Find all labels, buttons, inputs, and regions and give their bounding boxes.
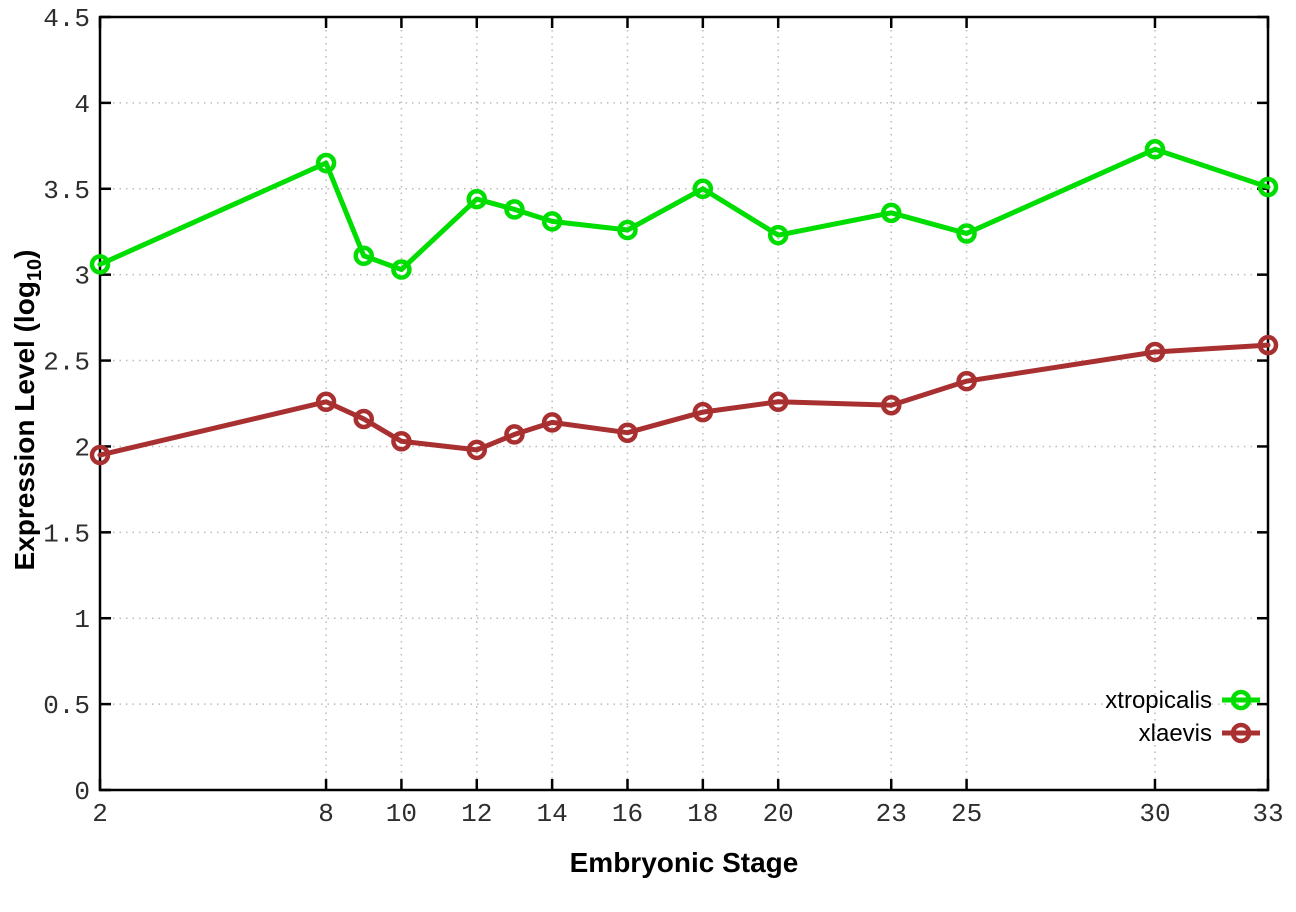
series-layer	[89, 139, 1279, 466]
data-point-xlaevis-12	[466, 439, 488, 461]
data-point-xlaevis-13	[504, 424, 525, 445]
data-point-xtropicalis-8	[315, 152, 337, 174]
x-axis-tick-label: 33	[1252, 799, 1283, 829]
x-axis-tick-label: 10	[386, 799, 417, 829]
y-axis-tick-label: 1	[74, 605, 90, 635]
data-point-xtropicalis-25	[956, 223, 977, 244]
data-point-xtropicalis-13	[504, 199, 525, 220]
y-axis-tick-label: 0	[74, 777, 90, 807]
data-point-xlaevis-14	[541, 412, 563, 433]
x-axis-tick-label: 18	[687, 799, 718, 829]
grid-layer	[99, 16, 1269, 791]
y-axis-tick-label: 3	[74, 262, 90, 292]
data-point-xtropicalis-2	[89, 254, 111, 275]
data-point-xlaevis-8	[315, 391, 337, 413]
data-point-xlaevis-25	[956, 370, 977, 392]
series-line-xlaevis	[97, 342, 1271, 458]
legend-layer: xtropicalis xlaevis	[1105, 687, 1260, 747]
data-point-xlaevis-18	[692, 401, 714, 423]
data-point-xtropicalis-9	[353, 245, 374, 267]
data-point-xlaevis-20	[767, 391, 789, 413]
y-axis-tick-label: 4.5	[43, 4, 90, 34]
y-axis-tick-label: 2	[74, 433, 90, 463]
data-point-xtropicalis-18	[692, 178, 714, 200]
x-axis-tick-label: 30	[1139, 799, 1170, 829]
data-point-xtropicalis-16	[617, 219, 638, 241]
data-point-xtropicalis-10	[391, 259, 412, 280]
x-axis-title: Embryonic Stage	[570, 847, 799, 878]
y-axis-tick-label: 3.5	[43, 176, 90, 206]
data-point-xlaevis-9	[353, 408, 374, 430]
legend-marker-xtropicalis	[1230, 689, 1252, 711]
data-point-xlaevis-16	[617, 422, 638, 443]
axes-layer: 2 8 10 12 14 16 18 20 23 25 30 33 0 0.5 1 1.5 2 2.5 3 3.5 4 4…	[43, 4, 1283, 829]
data-point-xtropicalis-12	[466, 188, 488, 210]
data-point-xtropicalis-20	[767, 224, 789, 246]
x-axis-tick-label: 8	[318, 799, 334, 829]
legend-marker-xlaevis	[1230, 722, 1252, 744]
x-axis-tick-label: 12	[461, 799, 492, 829]
data-point-xtropicalis-14	[541, 211, 563, 232]
data-point-xlaevis-30	[1144, 341, 1166, 363]
data-point-xtropicalis-33	[1257, 176, 1279, 198]
data-point-xlaevis-10	[391, 431, 412, 452]
legend-label-xlaevis: xlaevis	[1139, 720, 1212, 747]
x-axis-tick-label: 14	[537, 799, 568, 829]
x-axis-tick-label: 20	[763, 799, 794, 829]
legend-label-xtropicalis: xtropicalis	[1105, 687, 1212, 714]
x-axis-tick-label: 16	[612, 799, 643, 829]
data-point-xlaevis-2	[89, 444, 111, 466]
y-axis-tick-label: 0.5	[43, 691, 90, 721]
data-point-xtropicalis-23	[880, 202, 902, 224]
x-axis-tick-label: 23	[876, 799, 907, 829]
x-axis-tick-label: 2	[92, 799, 108, 829]
y-axis-tick-label: 4	[74, 90, 90, 120]
series-line-xtropicalis	[97, 146, 1271, 273]
data-point-xlaevis-23	[880, 394, 902, 416]
y-axis-tick-label: 2.5	[43, 348, 90, 378]
y-axis-title: Expression Level (log10)	[9, 250, 46, 571]
data-point-xlaevis-33	[1257, 334, 1279, 356]
x-axis-tick-label: 25	[951, 799, 982, 829]
data-point-xtropicalis-30	[1144, 139, 1166, 160]
y-axis-tick-label: 1.5	[43, 519, 90, 549]
plot-border	[98, 15, 1270, 792]
